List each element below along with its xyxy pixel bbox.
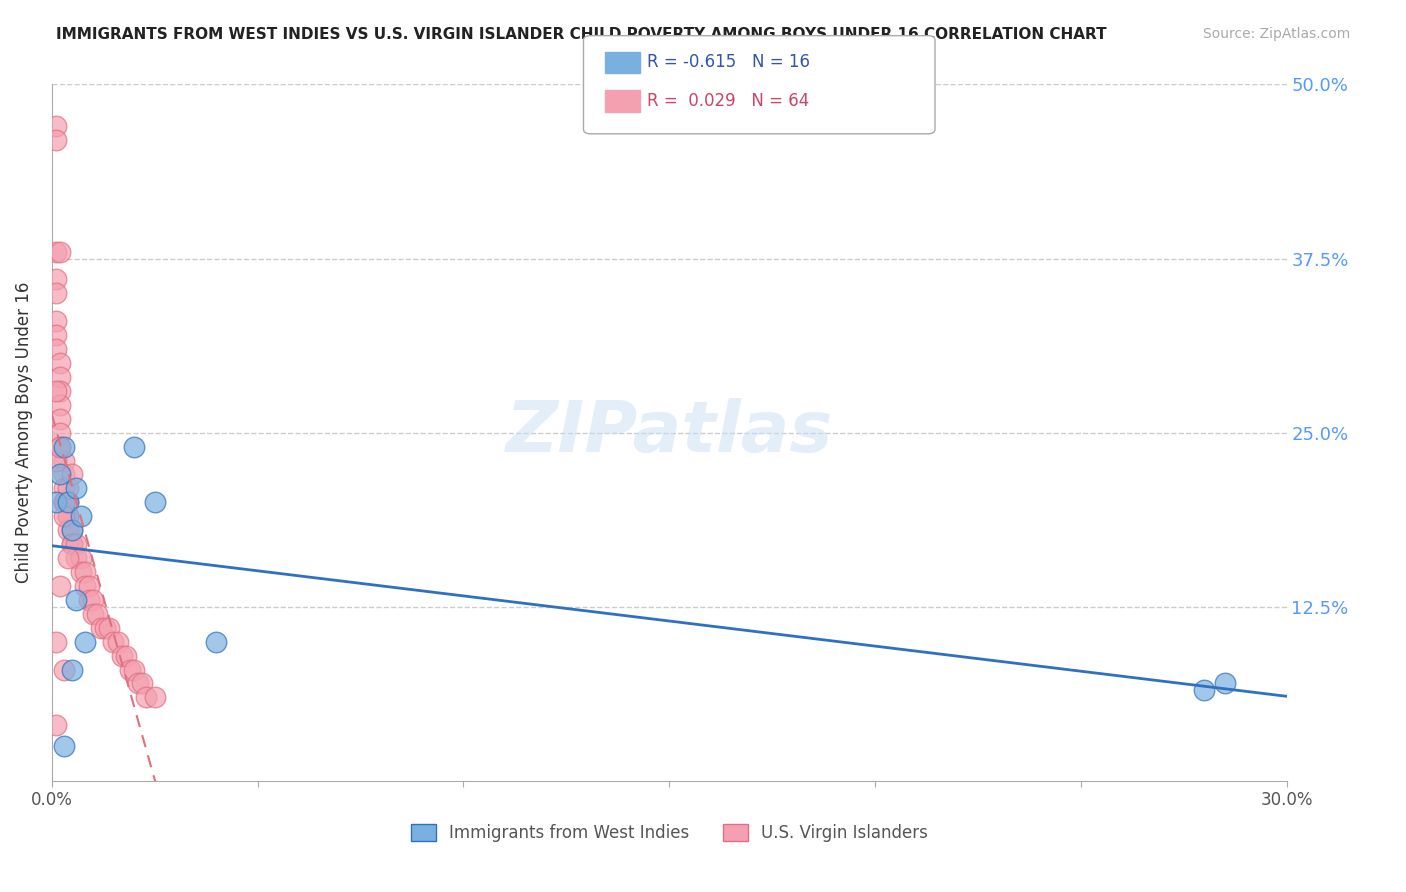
Point: [49, 356, 72, 370]
Point: [58, 509, 80, 524]
Point: [45, 314, 67, 328]
Point: [60, 537, 83, 551]
Point: [45, 120, 67, 134]
Point: [53, 495, 76, 509]
Point: [53, 453, 76, 467]
Point: [60, 523, 83, 537]
Point: [205, 634, 228, 648]
Point: [86, 607, 108, 621]
Point: [135, 690, 157, 705]
Point: [58, 509, 80, 524]
Text: Source: ZipAtlas.com: Source: ZipAtlas.com: [1202, 27, 1350, 41]
Point: [45, 384, 67, 398]
Point: [77, 593, 100, 607]
Point: [58, 495, 80, 509]
Point: [45, 272, 67, 286]
Point: [65, 551, 87, 566]
Point: [111, 648, 134, 663]
Point: [103, 634, 125, 648]
Text: R = -0.615   N = 16: R = -0.615 N = 16: [647, 54, 810, 71]
Text: IMMIGRANTS FROM WEST INDIES VS U.S. VIRGIN ISLANDER CHILD POVERTY AMONG BOYS UND: IMMIGRANTS FROM WEST INDIES VS U.S. VIRG…: [56, 27, 1107, 42]
Point: [94, 621, 117, 635]
Point: [65, 482, 87, 496]
Point: [45, 453, 67, 467]
Text: ZIPatlas: ZIPatlas: [506, 398, 832, 467]
Point: [60, 537, 83, 551]
Point: [98, 621, 121, 635]
Legend: Immigrants from West Indies, U.S. Virgin Islanders: Immigrants from West Indies, U.S. Virgin…: [411, 824, 928, 842]
Point: [60, 663, 83, 677]
Point: [77, 579, 100, 593]
Point: [131, 676, 153, 690]
Point: [122, 663, 145, 677]
Point: [69, 551, 91, 566]
Point: [82, 607, 104, 621]
Point: [73, 565, 96, 579]
Point: [45, 634, 67, 648]
Point: [127, 676, 149, 690]
Point: [49, 398, 72, 412]
Point: [118, 663, 141, 677]
Point: [53, 440, 76, 454]
Text: R =  0.029   N = 64: R = 0.029 N = 64: [647, 92, 808, 110]
Point: [45, 718, 67, 732]
Point: [45, 342, 67, 356]
Point: [53, 495, 76, 509]
Y-axis label: Child Poverty Among Boys Under 16: Child Poverty Among Boys Under 16: [15, 282, 32, 583]
Point: [143, 495, 166, 509]
Point: [49, 579, 72, 593]
Point: [45, 286, 67, 301]
Point: [49, 384, 72, 398]
Point: [53, 482, 76, 496]
Point: [60, 523, 83, 537]
Point: [60, 467, 83, 482]
Point: [73, 634, 96, 648]
Point: [69, 565, 91, 579]
Point: [107, 634, 129, 648]
Point: [49, 244, 72, 259]
Point: [49, 440, 72, 454]
Point: [58, 482, 80, 496]
Point: [143, 690, 166, 705]
Point: [49, 467, 72, 482]
Point: [65, 593, 87, 607]
Point: [58, 495, 80, 509]
Point: [1213, 676, 1236, 690]
Point: [53, 495, 76, 509]
Point: [58, 523, 80, 537]
Point: [49, 440, 72, 454]
Point: [115, 648, 138, 663]
Point: [58, 551, 80, 566]
Point: [90, 621, 112, 635]
Point: [53, 663, 76, 677]
Point: [49, 370, 72, 384]
Point: [45, 328, 67, 343]
Point: [45, 133, 67, 147]
Point: [69, 509, 91, 524]
Point: [122, 440, 145, 454]
Point: [65, 537, 87, 551]
Point: [53, 739, 76, 753]
Point: [1194, 683, 1216, 698]
Point: [82, 593, 104, 607]
Point: [53, 509, 76, 524]
Point: [53, 467, 76, 482]
Point: [73, 579, 96, 593]
Point: [49, 411, 72, 425]
Point: [45, 495, 67, 509]
Point: [49, 425, 72, 440]
Point: [45, 244, 67, 259]
